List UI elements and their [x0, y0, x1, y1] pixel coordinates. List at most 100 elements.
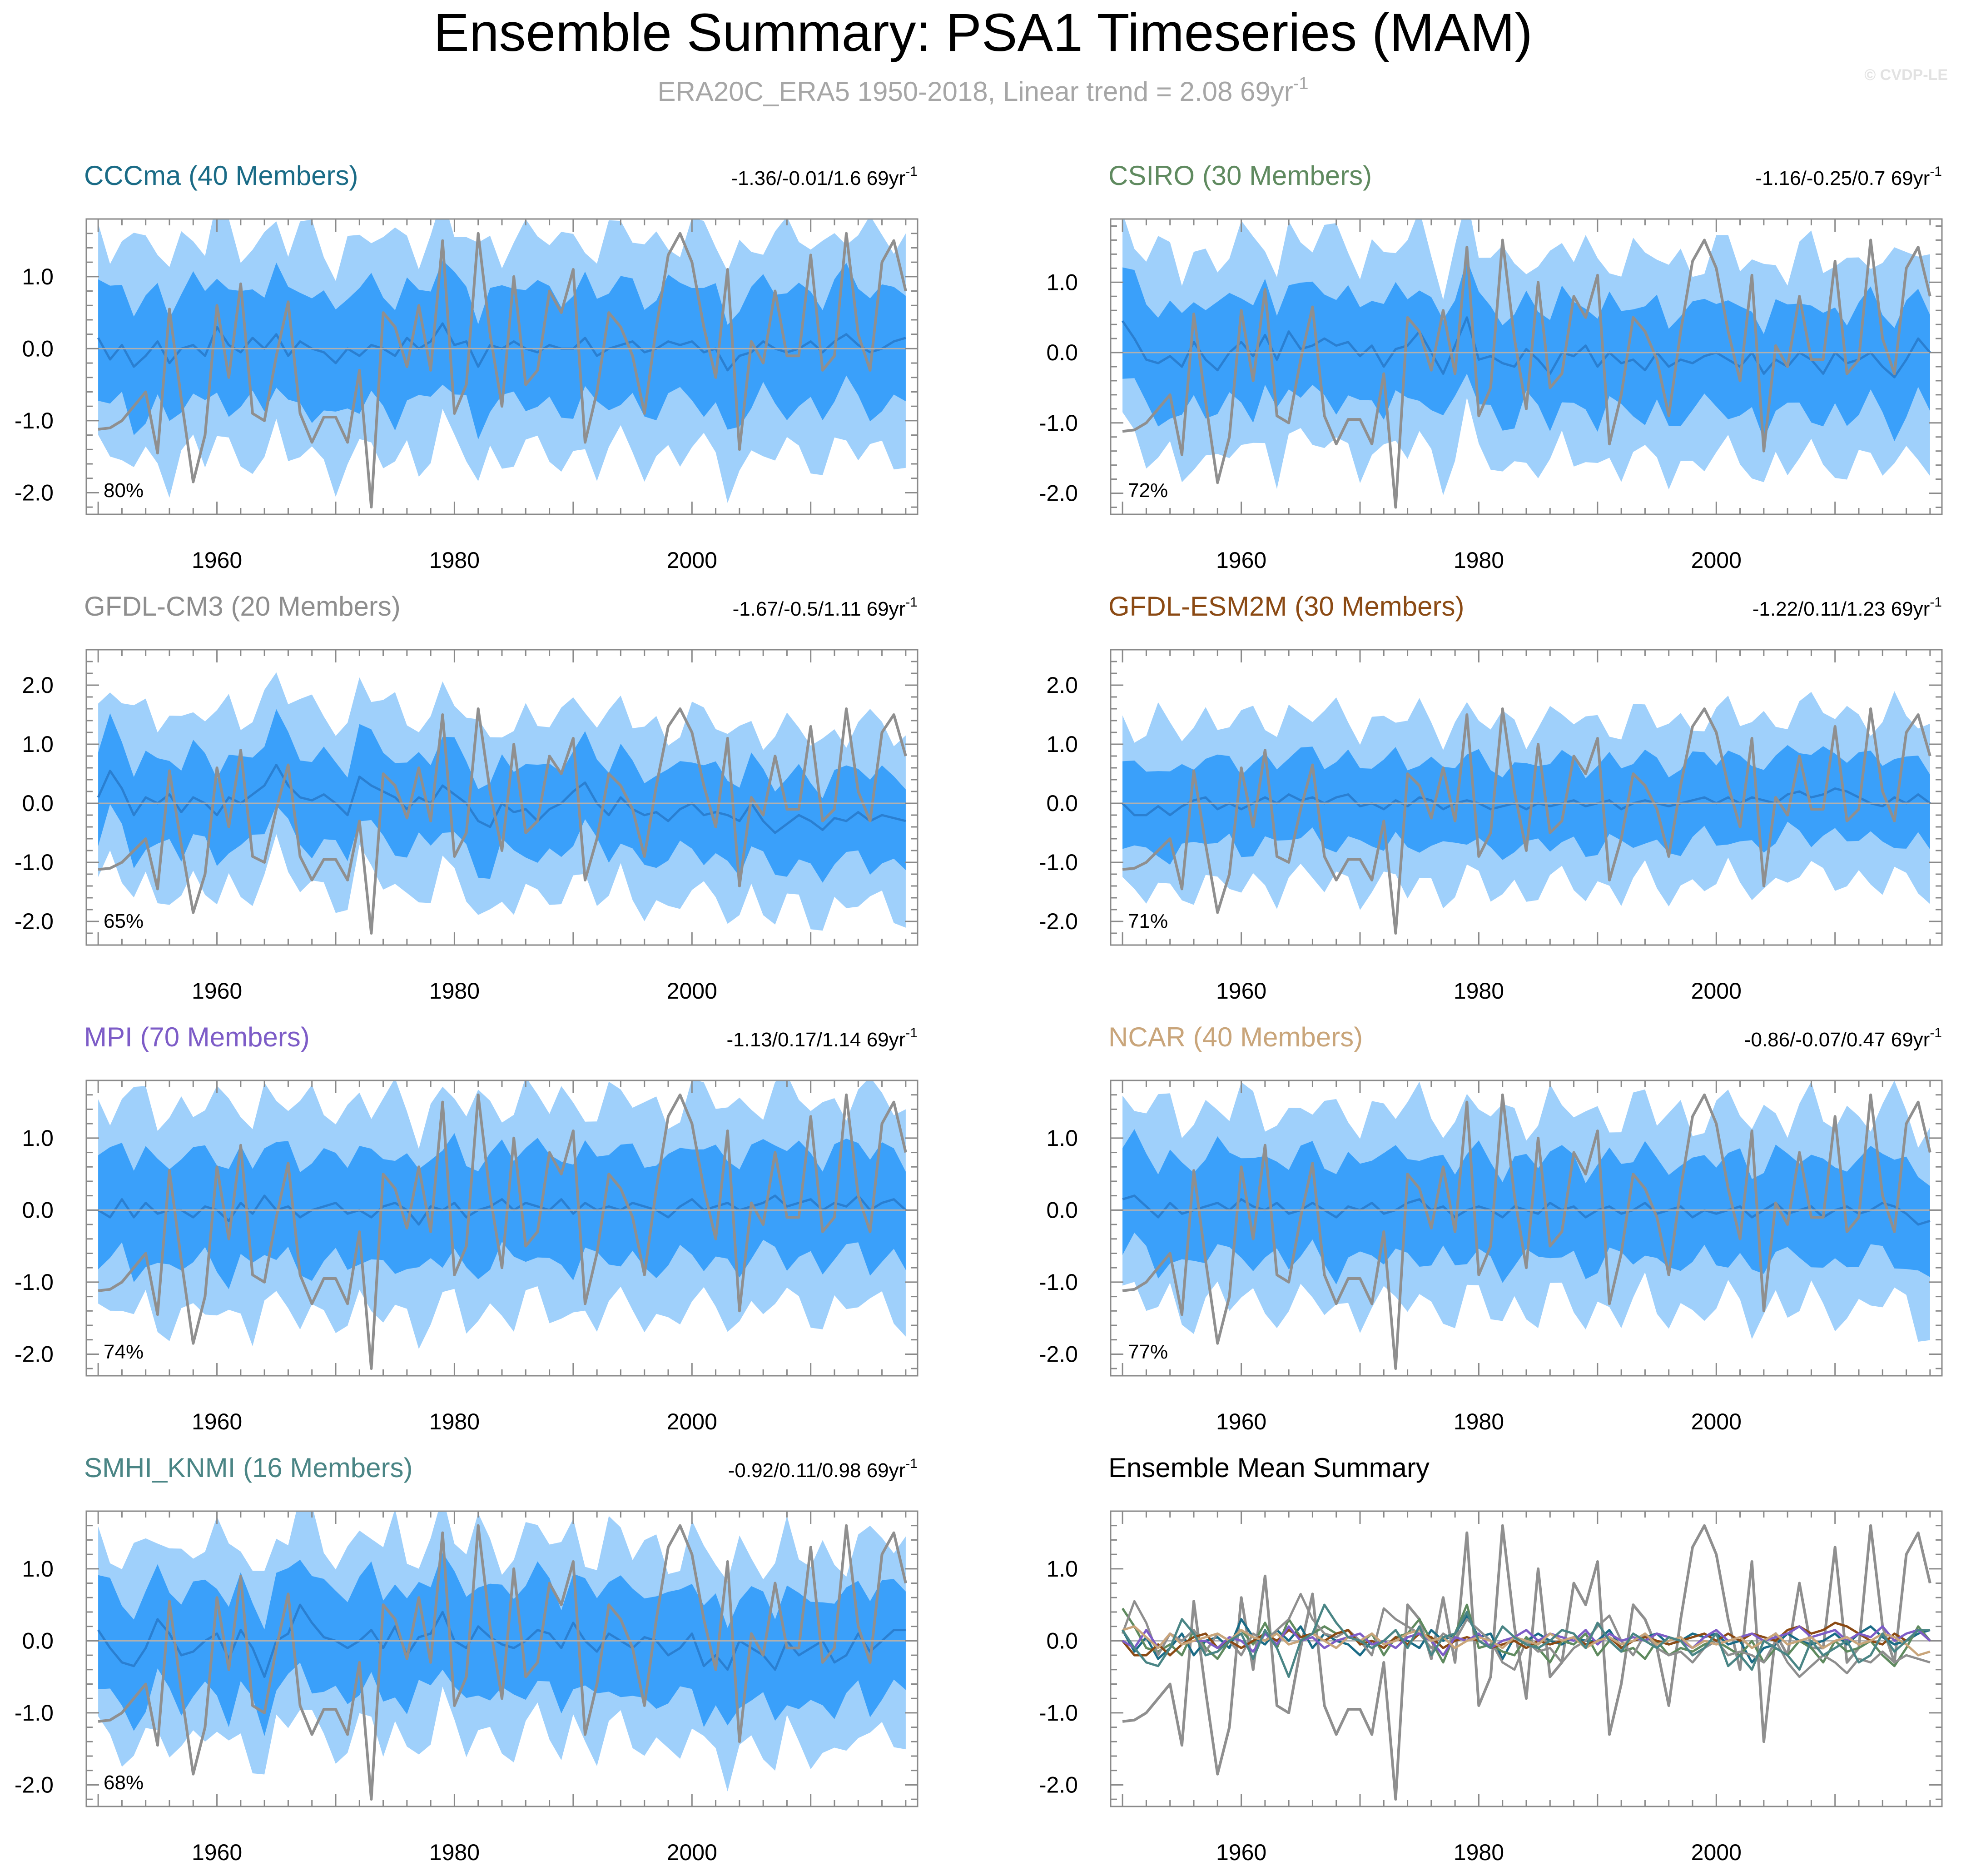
- observations-line: [98, 232, 907, 509]
- x-tick-label: 1960: [192, 1840, 242, 1865]
- band-inner: [1122, 1129, 1930, 1284]
- x-tick-label: 2000: [667, 1840, 717, 1865]
- y-tick-label: 1.0: [22, 1556, 54, 1582]
- observations-line: [1122, 239, 1931, 509]
- x-tick-label: 1960: [1216, 978, 1266, 1004]
- subtitle-superscript: -1: [1293, 74, 1309, 93]
- y-tick-label: 1.0: [1046, 1556, 1078, 1582]
- x-tick-label: 2000: [1691, 1840, 1742, 1865]
- panel-mpi: 1.0 0.0 -1.0 -2.0 1960 1980 2000 MPI (70 Member…: [15, 1022, 918, 1434]
- x-tick-label: 1980: [1454, 978, 1504, 1004]
- y-tick-label: 2.0: [22, 672, 54, 698]
- panel-title: Ensemble Mean Summary: [1108, 1453, 1430, 1483]
- x-tick-label: 1980: [1454, 1840, 1504, 1865]
- y-tick-label: -2.0: [1039, 1341, 1078, 1367]
- y-tick-label: -1.0: [1039, 1700, 1078, 1726]
- panel-title: GFDL-ESM2M (30 Members): [1108, 591, 1464, 622]
- panel-title: GFDL-CM3 (20 Members): [84, 591, 401, 622]
- plot-area: [97, 219, 907, 509]
- trend-label: -1.67/-0.5/1.11 69yr-1: [733, 595, 918, 620]
- trend-text: -0.92/0.11/0.98 69yr: [728, 1459, 906, 1482]
- plot-area: [97, 1080, 907, 1370]
- watermark: © CVDP-LE: [1864, 66, 1948, 84]
- y-tick-label: -2.0: [15, 1772, 54, 1797]
- trend-text: -0.86/-0.07/0.47 69yr: [1744, 1029, 1930, 1051]
- x-tick-label: 1960: [192, 1409, 242, 1434]
- panel-title: NCAR (40 Members): [1108, 1022, 1363, 1052]
- trend-label: -1.16/-0.25/0.7 69yr-1: [1755, 164, 1942, 189]
- observations-line: [1122, 1093, 1931, 1370]
- x-tick-label: 2000: [667, 978, 717, 1004]
- percent-label: 77%: [1128, 1341, 1168, 1363]
- y-tick-label: -1.0: [1039, 1269, 1078, 1295]
- y-tick-label: 1.0: [1046, 731, 1078, 757]
- trend-superscript: -1: [905, 1456, 918, 1471]
- x-tick-label: 1980: [429, 547, 480, 573]
- y-tick-label: -1.0: [15, 408, 54, 433]
- panel-title: SMHI_KNMI (16 Members): [84, 1453, 412, 1483]
- band-inner: [98, 1133, 906, 1289]
- observations-line: [1122, 1524, 1931, 1801]
- panel-smhi-knmi: 1.0 0.0 -1.0 -2.0 1960 1980 2000 SMHI_KNMI (16 …: [15, 1453, 918, 1865]
- y-tick-label: -2.0: [15, 909, 54, 934]
- trend-text: -1.36/-0.01/1.6 69yr: [731, 167, 905, 189]
- panel-title: CSIRO (30 Members): [1108, 160, 1372, 191]
- panel-ncar: 1.0 0.0 -1.0 -2.0 1960 1980 2000 NCAR (40 Membe…: [1039, 1022, 1943, 1434]
- x-tick-label: 1960: [1216, 1409, 1266, 1434]
- y-tick-label: 0.0: [22, 791, 54, 816]
- band-inner: [98, 709, 906, 883]
- panel-gfdl-esm2m: 2.0 1.0 0.0 -1.0 -2.0 1960 1980 2000 GFDL-ESM2M …: [1039, 591, 1943, 1004]
- percent-label: 74%: [104, 1341, 144, 1363]
- y-tick-label: -1.0: [1039, 410, 1078, 436]
- y-tick-label: -1.0: [15, 850, 54, 875]
- x-tick-label: 2000: [667, 1409, 717, 1434]
- x-tick-label: 2000: [1691, 1409, 1742, 1434]
- x-tick-label: 1960: [1216, 1840, 1266, 1865]
- figure-title: Ensemble Summary: PSA1 Timeseries (MAM): [433, 3, 1533, 63]
- observations-line: [98, 707, 907, 935]
- trend-label: -1.36/-0.01/1.6 69yr-1: [731, 164, 918, 189]
- subtitle-main: ERA20C_ERA5 1950-2018, Linear trend = 2.…: [657, 76, 1293, 107]
- y-tick-label: 0.0: [1046, 340, 1078, 365]
- y-tick-label: 0.0: [22, 1197, 54, 1223]
- panel-title: MPI (70 Members): [84, 1022, 310, 1052]
- trend-superscript: -1: [905, 164, 918, 179]
- observations-line: [1122, 707, 1931, 935]
- x-tick-label: 1980: [429, 978, 480, 1004]
- figure-subtitle: ERA20C_ERA5 1950-2018, Linear trend = 2.…: [657, 74, 1308, 107]
- x-tick-label: 2000: [1691, 978, 1742, 1004]
- percent-label: 80%: [104, 479, 144, 502]
- trend-text: -1.13/0.17/1.14 69yr: [726, 1029, 905, 1051]
- panel-gfdl-cm3: 2.0 1.0 0.0 -1.0 -2.0 1960 1980 2000 GFDL-CM3 (2…: [15, 591, 918, 1004]
- x-tick-label: 1960: [192, 978, 242, 1004]
- y-tick-label: -2.0: [1039, 481, 1078, 506]
- plot-area: [1121, 1524, 1931, 1801]
- plot-area: [1122, 1080, 1931, 1370]
- x-tick-label: 1960: [192, 547, 242, 573]
- panel-grid: 1.0 0.0 -1.0 -2.0 1960 1980 2000 CCCma (40 Memb…: [15, 160, 1943, 1865]
- trend-label: -0.92/0.11/0.98 69yr-1: [728, 1456, 918, 1482]
- y-tick-label: 1.0: [22, 1125, 54, 1151]
- ensemble-mean-line-mpi: [1122, 1625, 1931, 1657]
- x-tick-label: 1980: [1454, 547, 1504, 573]
- x-tick-label: 1980: [1454, 1409, 1504, 1434]
- trend-label: -1.22/0.11/1.23 69yr-1: [1753, 595, 1942, 620]
- y-tick-label: 0.0: [22, 336, 54, 361]
- percent-label: 68%: [104, 1772, 144, 1794]
- y-tick-label: 0.0: [1046, 1628, 1078, 1653]
- percent-label: 72%: [1128, 479, 1168, 502]
- plot-area: [97, 1511, 907, 1801]
- panel-title: CCCma (40 Members): [84, 160, 358, 191]
- band-inner: [98, 260, 906, 440]
- percent-label: 65%: [104, 910, 144, 932]
- x-tick-label: 1960: [1216, 547, 1266, 573]
- y-tick-label: 1.0: [1046, 269, 1078, 295]
- trend-superscript: -1: [905, 1025, 918, 1040]
- percent-label: 71%: [1128, 910, 1168, 932]
- plot-area: [1122, 691, 1931, 935]
- ensemble-mean-line-ncar: [1122, 1625, 1931, 1657]
- band-inner: [1122, 745, 1930, 865]
- y-tick-label: 0.0: [22, 1628, 54, 1653]
- trend-superscript: -1: [1930, 595, 1942, 610]
- x-tick-label: 1980: [429, 1409, 480, 1434]
